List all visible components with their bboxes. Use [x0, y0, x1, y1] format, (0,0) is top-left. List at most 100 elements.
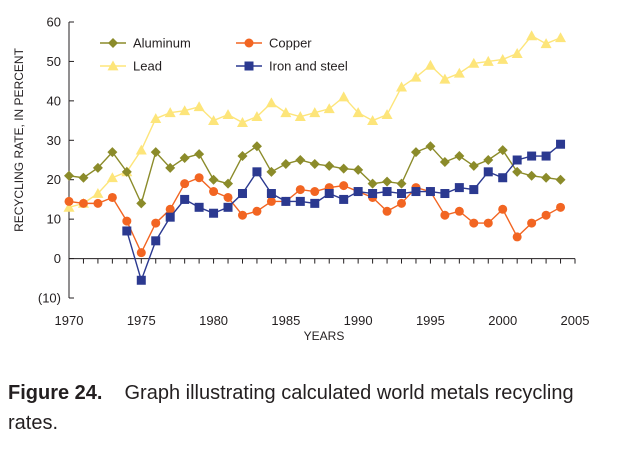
legend-item-iron-and-steel: Iron and steel: [236, 59, 348, 74]
data-point-iron-and-steel: [281, 196, 291, 206]
figure-caption: Figure 24. Graph illustrating calculated …: [8, 378, 624, 438]
data-point-iron-and-steel: [151, 236, 161, 246]
data-point-aluminum: [295, 155, 306, 165]
data-point-lead: [164, 107, 176, 118]
data-point-aluminum: [223, 178, 234, 189]
data-point-lead: [294, 111, 306, 122]
data-point-iron-and-steel: [512, 155, 522, 165]
data-point-iron-and-steel: [541, 151, 551, 161]
data-point-aluminum: [324, 160, 335, 171]
y-tick-label: (10): [38, 291, 61, 306]
data-point-lead: [309, 107, 321, 118]
legend-item-aluminum: Aluminum: [100, 36, 191, 51]
data-point-aluminum: [237, 151, 248, 162]
data-point-aluminum: [194, 149, 205, 160]
legend-marker: [107, 60, 119, 71]
data-point-aluminum: [92, 162, 103, 173]
data-point-iron-and-steel: [122, 226, 132, 236]
data-point-lead: [381, 109, 393, 120]
data-point-lead: [468, 57, 480, 68]
data-point-lead: [135, 144, 147, 155]
data-point-copper: [498, 204, 508, 214]
data-point-copper: [295, 185, 305, 195]
data-point-copper: [527, 218, 537, 228]
legend-label: Aluminum: [133, 36, 191, 51]
data-point-aluminum: [367, 178, 378, 189]
data-point-iron-and-steel: [324, 189, 334, 199]
data-point-copper: [209, 187, 219, 197]
data-point-lead: [92, 188, 104, 198]
data-point-copper: [382, 206, 392, 216]
y-tick-label: 30: [47, 133, 61, 148]
chart-axes: (10) 0 10 20 30 40 50 60 1970 1975 1980 1985 1990 199…: [38, 15, 590, 329]
legend-label: Lead: [133, 59, 162, 74]
data-point-iron-and-steel: [252, 167, 262, 177]
data-point-aluminum: [338, 163, 349, 174]
data-point-copper: [151, 218, 161, 228]
data-point-lead: [396, 81, 408, 92]
y-tick-label: 10: [47, 212, 61, 227]
data-point-copper: [556, 202, 566, 212]
data-point-iron-and-steel: [368, 189, 378, 199]
x-tick-label: 2005: [561, 313, 590, 328]
data-point-aluminum: [468, 160, 479, 171]
data-point-lead: [251, 111, 263, 122]
data-point-iron-and-steel: [382, 187, 392, 197]
data-point-copper: [180, 179, 190, 189]
data-point-aluminum: [309, 158, 320, 169]
data-point-aluminum: [208, 174, 219, 185]
data-point-aluminum: [497, 145, 508, 156]
data-point-copper: [136, 248, 146, 258]
data-point-copper: [64, 196, 74, 206]
series-copper: [64, 173, 566, 258]
data-point-iron-and-steel: [295, 196, 305, 206]
figure-label: Figure 24.: [8, 382, 103, 404]
data-point-lead: [193, 101, 205, 112]
data-point-copper: [122, 216, 132, 226]
data-point-iron-and-steel: [223, 202, 233, 212]
x-tick-label: 1995: [416, 313, 445, 328]
data-point-lead: [555, 32, 567, 43]
data-point-lead: [179, 105, 191, 116]
data-point-copper: [483, 218, 493, 228]
data-point-copper: [397, 198, 407, 208]
data-point-lead: [439, 73, 451, 84]
x-tick-label: 1970: [55, 313, 84, 328]
data-point-iron-and-steel: [310, 198, 320, 208]
legend-marker: [244, 38, 254, 48]
data-point-aluminum: [107, 147, 118, 158]
data-point-copper: [440, 210, 450, 220]
data-point-iron-and-steel: [425, 187, 435, 197]
data-point-aluminum: [512, 166, 523, 177]
data-point-aluminum: [78, 172, 89, 183]
x-axis-label: YEARS: [304, 329, 345, 343]
data-point-iron-and-steel: [556, 139, 566, 149]
data-point-copper: [541, 210, 551, 220]
data-point-aluminum: [439, 156, 450, 167]
legend-marker: [244, 61, 254, 71]
y-tick-label: 50: [47, 54, 61, 69]
x-tick-label: 1985: [271, 313, 300, 328]
series-iron-and-steel: [122, 139, 566, 285]
chart-series: [63, 30, 567, 285]
legend-marker: [108, 38, 118, 48]
data-point-lead: [367, 115, 379, 125]
legend-item-lead: Lead: [100, 59, 162, 74]
data-point-iron-and-steel: [266, 189, 276, 199]
data-point-iron-and-steel: [440, 189, 450, 199]
data-point-aluminum: [64, 170, 74, 181]
data-point-lead: [106, 172, 118, 183]
data-point-lead: [150, 113, 162, 123]
data-point-aluminum: [251, 141, 262, 152]
data-point-copper: [512, 232, 522, 242]
data-point-lead: [323, 103, 335, 114]
data-point-iron-and-steel: [339, 194, 349, 204]
data-point-aluminum: [483, 155, 494, 165]
figure-caption-text: Graph illustrating calculated world meta…: [8, 382, 574, 434]
data-point-copper: [339, 181, 349, 191]
data-point-lead: [453, 67, 465, 78]
data-point-copper: [454, 206, 464, 216]
data-point-aluminum: [396, 178, 407, 189]
data-point-copper: [310, 187, 320, 197]
